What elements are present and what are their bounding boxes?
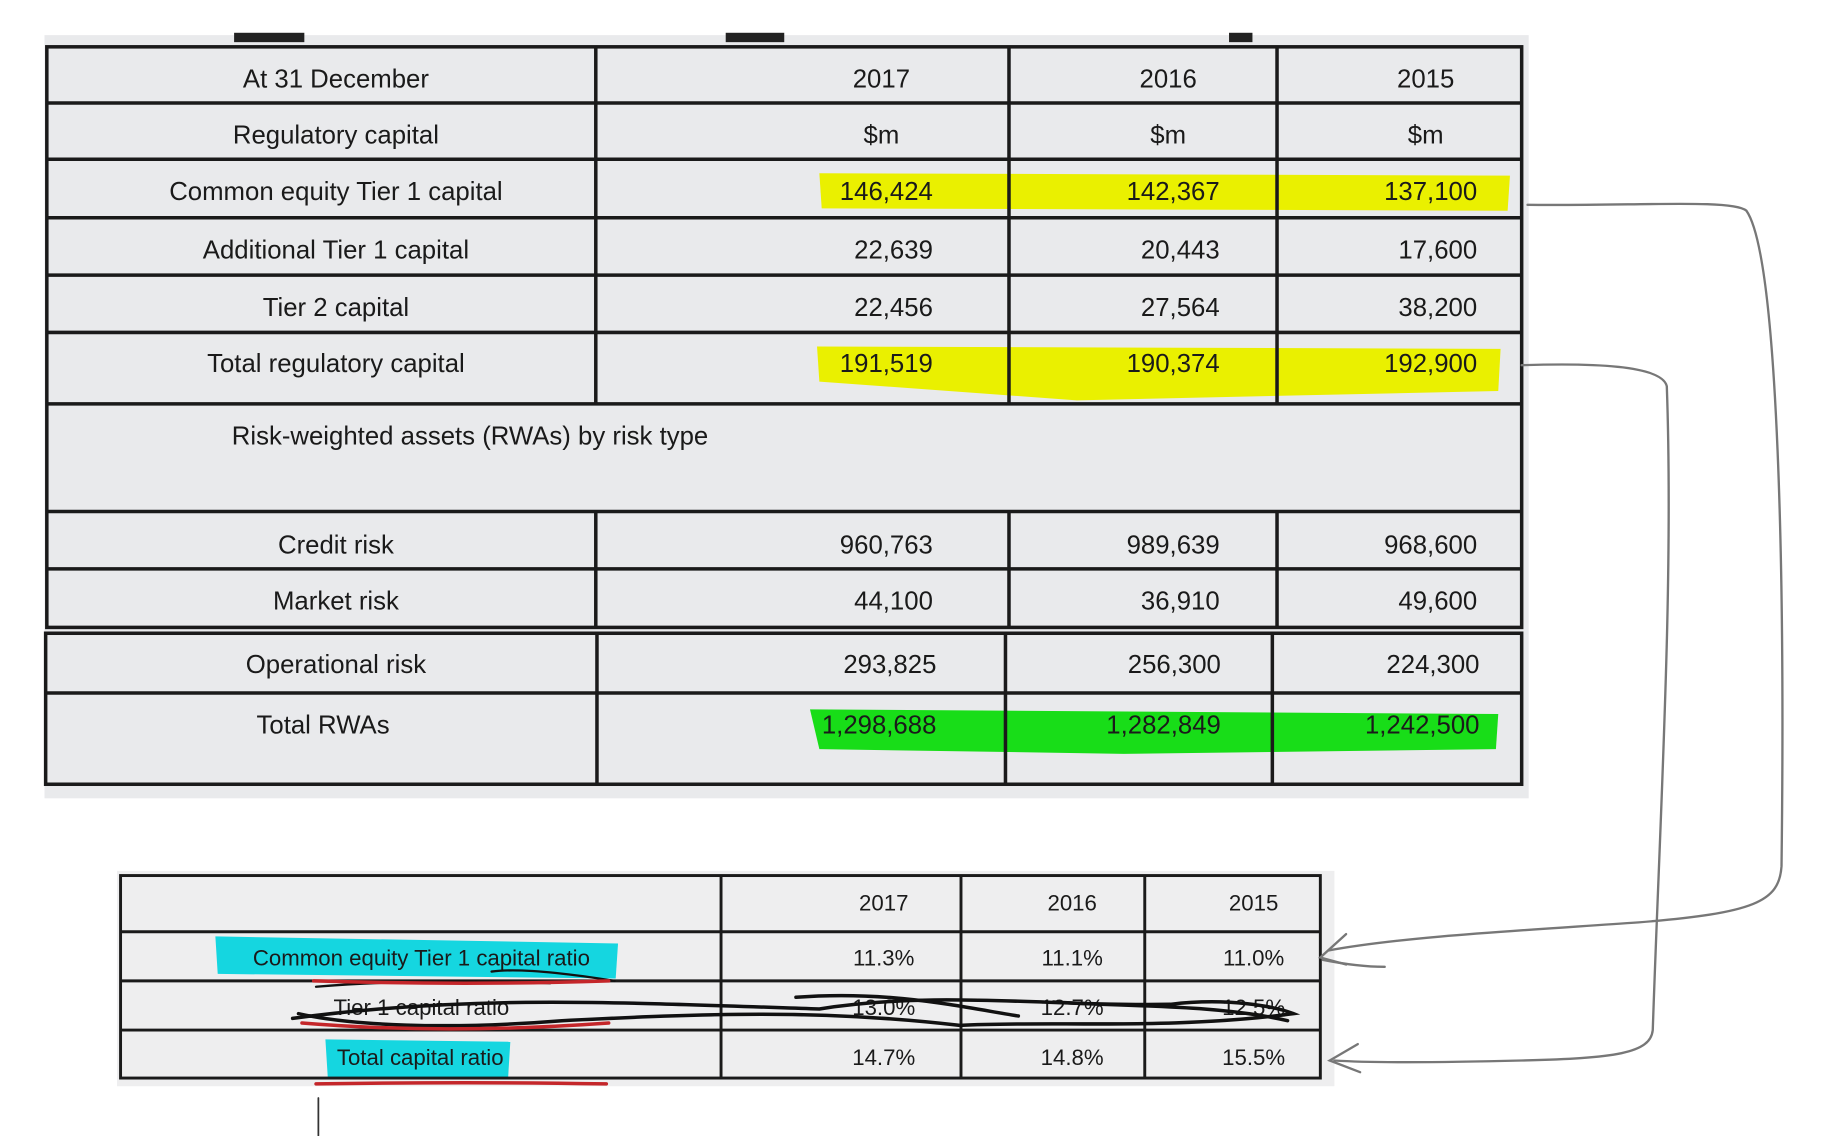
cell-value: 11.0% [1223, 946, 1284, 971]
cell-value: 22,639 [854, 236, 933, 264]
cell-value: 191,519 [840, 350, 933, 378]
unit-label: $m [864, 122, 900, 150]
cell-value: 968,600 [1384, 531, 1477, 559]
row-label: Regulatory capital [233, 122, 439, 150]
cell-value: 1,282,849 [1106, 712, 1221, 740]
row-label: Common equity Tier 1 capital ratio [253, 946, 590, 971]
cell-value: 27,564 [1141, 294, 1220, 322]
cropped-title-fragment [1229, 32, 1253, 43]
cell-value: 15.5% [1222, 1045, 1285, 1070]
cell-value: 14.7% [852, 1045, 915, 1070]
cell-value: 11.1% [1042, 946, 1103, 971]
cell-value: 960,763 [840, 531, 933, 559]
row-label: Additional Tier 1 capital [203, 236, 469, 264]
yellow-highlight [817, 346, 1501, 401]
cell-value: 38,200 [1398, 294, 1477, 322]
row-label: Market risk [273, 588, 399, 616]
cell-value: 14.8% [1041, 1045, 1104, 1070]
cell-value: 190,374 [1127, 350, 1220, 378]
row-header: At 31 December [243, 66, 429, 94]
table2-background [117, 870, 1335, 1087]
row-label: Credit risk [278, 531, 394, 559]
column-header: 2015 [1229, 891, 1278, 916]
cell-value: 36,910 [1141, 588, 1220, 616]
cell-value: 293,825 [843, 651, 936, 679]
row-label: Total capital ratio [337, 1045, 504, 1070]
green-highlight [809, 709, 1499, 754]
row-label: Total regulatory capital [207, 350, 465, 378]
table1-grid [43, 45, 1524, 787]
column-header: 2016 [1140, 66, 1197, 94]
cell-value: 1,242,500 [1365, 712, 1480, 740]
cell-value: 192,900 [1384, 350, 1477, 378]
column-header: 2015 [1397, 66, 1454, 94]
cell-value: 142,367 [1127, 178, 1220, 206]
unit-label: $m [1150, 122, 1186, 150]
annotations [290, 202, 1784, 1136]
cell-value: 20,443 [1141, 236, 1220, 264]
yellow-highlight [819, 173, 1510, 211]
section-label: Risk-weighted assets (RWAs) by risk type [232, 423, 709, 451]
cell-value: 49,600 [1398, 588, 1477, 616]
cell-value: 12.7% [1041, 995, 1104, 1020]
row-label: Total RWAs [257, 712, 390, 740]
cell-value: 1,298,688 [822, 712, 937, 740]
cell-value: 989,639 [1127, 531, 1220, 559]
cell-value: 224,300 [1386, 651, 1479, 679]
cyan-highlight [215, 936, 619, 979]
cyan-highlight [325, 1039, 511, 1080]
column-header: 2017 [853, 66, 910, 94]
cell-value: 11.3% [853, 946, 914, 971]
table1-background [44, 35, 1529, 799]
cell-value: 256,300 [1128, 651, 1221, 679]
row-label: Common equity Tier 1 capital [169, 178, 502, 206]
column-header: 2016 [1047, 891, 1096, 916]
cell-value: 17,600 [1398, 236, 1477, 264]
cropped-title-fragment [725, 32, 785, 43]
unit-label: $m [1408, 122, 1444, 150]
column-header: 2017 [859, 891, 908, 916]
row-label: Tier 2 capital [263, 294, 409, 322]
cell-value: 44,100 [854, 588, 933, 616]
cell-value: 137,100 [1384, 178, 1477, 206]
cell-value: 22,456 [854, 294, 933, 322]
cell-value: 146,424 [840, 178, 933, 206]
cropped-title-fragment [234, 32, 305, 43]
row-label: Operational risk [246, 651, 426, 679]
